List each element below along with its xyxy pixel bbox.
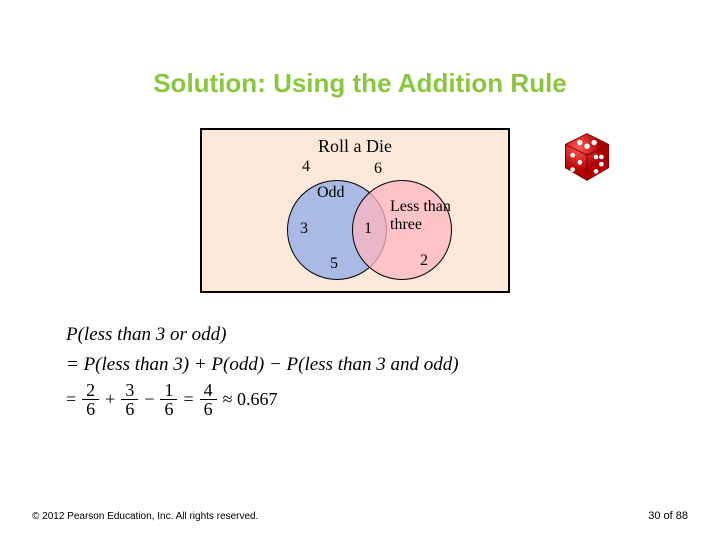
outcome-6: 6 [374,160,382,178]
outcome-1: 1 [364,220,372,238]
formula-line-1: P(less than 3 or odd) [66,320,459,350]
frac-2: 36 [121,381,138,419]
frac-4: 46 [200,381,217,419]
eq-sign-2: = [183,385,193,414]
venn-title: Roll a Die [202,136,508,157]
formula-block: P(less than 3 or odd) = P(less than 3) +… [66,320,459,418]
frac-3: 16 [160,381,177,419]
page-number: 30 of 88 [648,510,688,522]
outcome-3: 3 [300,220,308,238]
minus-sign: − [144,385,154,414]
venn-label-odd: Odd [317,184,345,202]
plus-sign: + [105,385,115,414]
copyright-text: © 2012 Pearson Education, Inc. All right… [32,511,258,522]
venn-label-less-than-three: Less than three [390,198,470,233]
eq-sign: = [66,385,76,414]
venn-container: Roll a Die 4 6 Odd 3 5 1 Less than three… [200,128,510,293]
frac-1: 26 [82,381,99,419]
formula-line-2: = P(less than 3) + P(odd) − P(less than … [66,350,459,380]
outcome-4: 4 [302,158,310,176]
approx-value: ≈ 0.667 [223,385,278,414]
slide-title: Solution: Using the Addition Rule [0,68,720,99]
outcome-5: 5 [330,255,338,273]
venn-area: 4 6 Odd 3 5 1 Less than three 2 [202,170,508,290]
outcome-2: 2 [420,252,428,270]
formula-line-3: = 26 + 36 − 16 = 46 ≈ 0.667 [66,381,459,419]
title-text: Solution: Using the Addition Rule [153,68,567,98]
die-icon [560,130,614,184]
